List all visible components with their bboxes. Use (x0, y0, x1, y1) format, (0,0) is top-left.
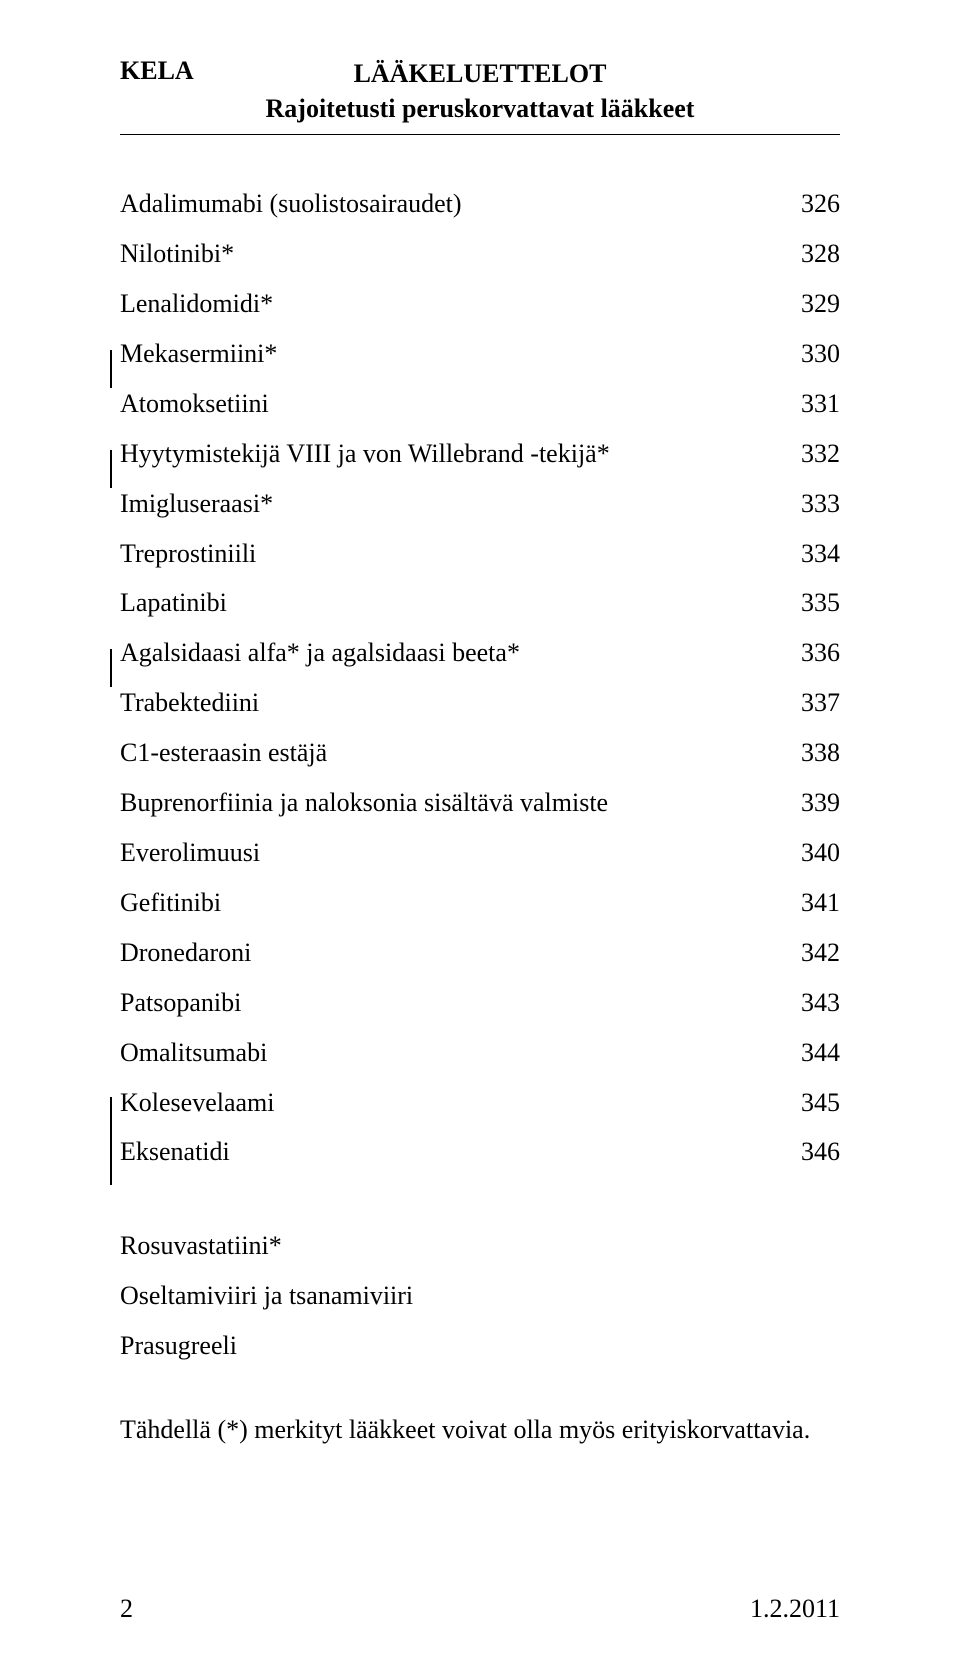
drug-label: Hyytymistekijä VIII ja von Willebrand -t… (120, 429, 610, 479)
change-bar (110, 649, 112, 687)
drug-row: Lapatinibi 335 (120, 578, 840, 628)
drug-label: C1-esteraasin estäjä (120, 728, 327, 778)
extra-row: Prasugreeli (120, 1321, 840, 1371)
drug-label: Lenalidomidi* (120, 279, 273, 329)
drug-number: 333 (770, 479, 840, 529)
drug-label: Kolesevelaami (120, 1078, 275, 1128)
drug-row: Patsopanibi 343 (120, 978, 840, 1028)
drug-label: Eksenatidi (120, 1127, 230, 1177)
drug-number: 329 (770, 279, 840, 329)
page: KELA LÄÄKELUETTELOT Rajoitetusti perusko… (0, 0, 960, 1668)
drug-label: Agalsidaasi alfa* ja agalsidaasi beeta* (120, 628, 520, 678)
change-bar (110, 350, 112, 388)
drug-label: Trabektediini (120, 678, 259, 728)
drug-row: Dronedaroni 342 (120, 928, 840, 978)
drug-row: Agalsidaasi alfa* ja agalsidaasi beeta* 3… (120, 628, 840, 678)
drug-number: 334 (770, 529, 840, 579)
extra-row: Rosuvastatiini* (120, 1221, 840, 1271)
page-number: 2 (120, 1594, 133, 1624)
drug-label: Everolimuusi (120, 828, 260, 878)
drug-row: Hyytymistekijä VIII ja von Willebrand -t… (120, 429, 840, 479)
title-main: LÄÄKELUETTELOT (120, 56, 840, 91)
extra-list: Rosuvastatiini*Oseltamiviiri ja tsanamiv… (120, 1221, 840, 1371)
drug-row: Trabektediini 337 (120, 678, 840, 728)
drug-label: Imigluseraasi* (120, 479, 273, 529)
drug-number: 331 (770, 379, 840, 429)
drug-number: 336 (770, 628, 840, 678)
drug-row: Imigluseraasi* 333 (120, 479, 840, 529)
footer-date: 1.2.2011 (750, 1594, 840, 1624)
drug-row: Nilotinibi* 328 (120, 229, 840, 279)
drug-row: Everolimuusi 340 (120, 828, 840, 878)
drug-number: 332 (770, 429, 840, 479)
drug-number: 343 (770, 978, 840, 1028)
drug-row: Mekasermiini* 330 (120, 329, 840, 379)
drug-number: 339 (770, 778, 840, 828)
drug-label: Lapatinibi (120, 578, 227, 628)
drug-row: Eksenatidi 346 (120, 1127, 840, 1177)
drug-label: Buprenorfiinia ja naloksonia sisältävä v… (120, 778, 608, 828)
drug-label: Adalimumabi (suolistosairaudet) (120, 179, 462, 229)
drug-label: Gefitinibi (120, 878, 221, 928)
extra-row: Oseltamiviiri ja tsanamiviiri (120, 1271, 840, 1321)
drug-number: 345 (770, 1078, 840, 1128)
drug-row: Adalimumabi (suolistosairaudet) 326 (120, 179, 840, 229)
title-block: LÄÄKELUETTELOT Rajoitetusti peruskorvatt… (120, 56, 840, 126)
drug-row: Treprostiniili 334 (120, 529, 840, 579)
drug-number: 342 (770, 928, 840, 978)
drug-list: Adalimumabi (suolistosairaudet)326Niloti… (120, 179, 840, 1177)
change-bar (110, 1097, 112, 1185)
drug-number: 328 (770, 229, 840, 279)
drug-number: 344 (770, 1028, 840, 1078)
title-sub: Rajoitetusti peruskorvattavat lääkkeet (120, 91, 840, 126)
drug-label: Patsopanibi (120, 978, 241, 1028)
drug-label: Mekasermiini* (120, 329, 277, 379)
drug-label: Dronedaroni (120, 928, 251, 978)
drug-row: Omalitsumabi 344 (120, 1028, 840, 1078)
drug-label: Nilotinibi* (120, 229, 234, 279)
page-footer: 2 1.2.2011 (120, 1594, 840, 1624)
drug-number: 346 (770, 1127, 840, 1177)
drug-number: 341 (770, 878, 840, 928)
drug-number: 338 (770, 728, 840, 778)
drug-row: Buprenorfiinia ja naloksonia sisältävä v… (120, 778, 840, 828)
drug-row: Kolesevelaami 345 (120, 1078, 840, 1128)
drug-number: 337 (770, 678, 840, 728)
change-bar (110, 450, 112, 488)
drug-row: Lenalidomidi* 329 (120, 279, 840, 329)
footnote-text: Tähdellä (*) merkityt lääkkeet voivat ol… (120, 1415, 840, 1445)
drug-label: Omalitsumabi (120, 1028, 267, 1078)
drug-row: C1-esteraasin estäjä 338 (120, 728, 840, 778)
drug-row: Gefitinibi 341 (120, 878, 840, 928)
drug-number: 340 (770, 828, 840, 878)
drug-number: 335 (770, 578, 840, 628)
drug-number: 326 (770, 179, 840, 229)
drug-number: 330 (770, 329, 840, 379)
drug-label: Atomoksetiini (120, 379, 269, 429)
drug-label: Treprostiniili (120, 529, 256, 579)
drug-row: Atomoksetiini 331 (120, 379, 840, 429)
horizontal-rule (120, 134, 840, 135)
